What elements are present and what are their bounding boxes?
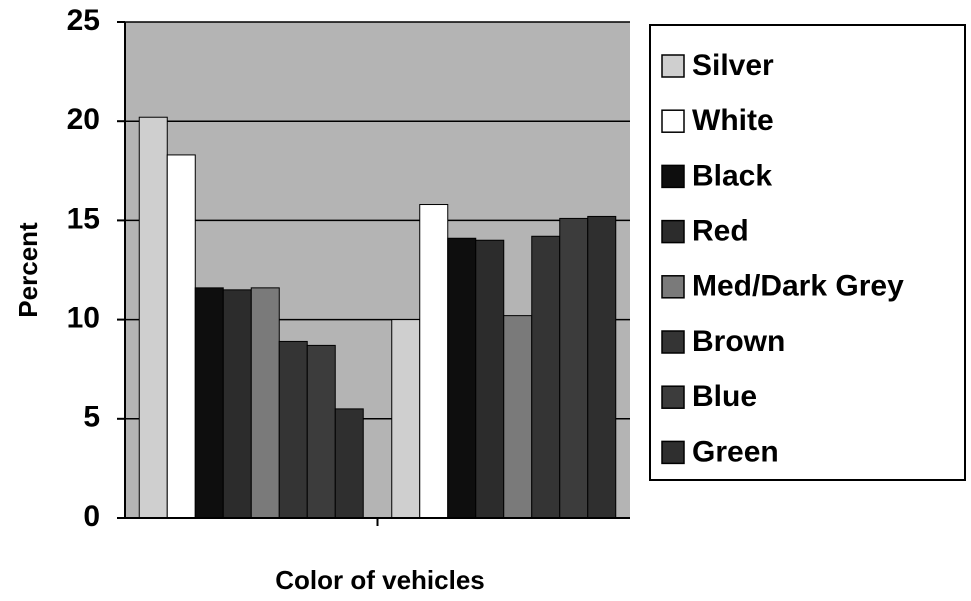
legend-label: White [692,104,774,137]
legend-swatch [661,330,685,354]
legend-swatch [661,109,685,133]
bar [250,287,280,519]
bar [391,319,421,519]
bar [194,287,224,519]
bar [587,215,617,519]
y-tick-label: 5 [83,401,100,434]
y-tick-label: 20 [67,103,100,136]
bar [419,204,449,519]
legend-swatch [661,164,685,189]
y-tick-label: 0 [83,500,100,533]
bar [278,340,308,519]
legend-label: Med/Dark Grey [692,270,904,303]
legend [649,24,966,481]
bar [531,235,561,519]
legend-label: Red [692,215,749,248]
legend-swatch [661,219,685,244]
legend-swatch [661,275,685,299]
bar [475,239,505,519]
y-axis-title: Percent [13,222,43,318]
legend-swatch [661,54,685,78]
legend-label: Brown [692,325,785,358]
legend-label: Green [692,435,779,468]
bar [503,315,533,519]
legend-label: Silver [692,49,774,82]
bar [138,116,168,519]
y-tick-label: 15 [67,202,100,235]
bar [334,408,364,519]
legend-swatch [661,440,685,465]
bar [447,237,477,519]
bar [166,154,196,519]
bar [559,217,589,519]
bar [306,344,336,519]
y-tick-label: 10 [67,302,100,335]
bar [222,289,252,519]
x-axis-title: Color of vehicles [275,565,485,595]
legend-label: Black [692,159,772,192]
legend-swatch [661,385,685,409]
y-tick-label: 25 [67,4,100,37]
legend-label: Blue [692,380,757,413]
